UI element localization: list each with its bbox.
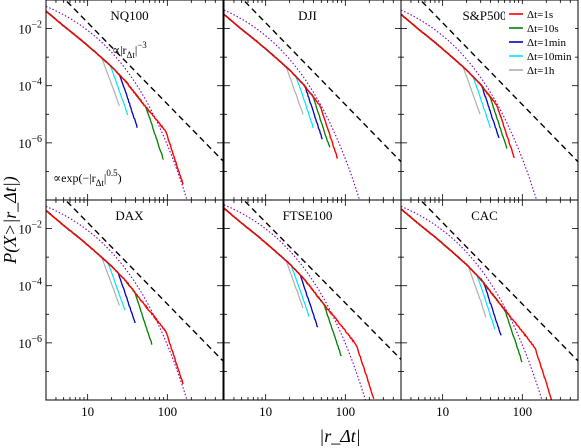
series-line-t1h [224, 207, 304, 309]
panel-frame [400, 199, 579, 401]
x-tick-label: 10 [81, 404, 94, 419]
series-line-t1h [224, 13, 304, 115]
legend-entry: Δt=1min [527, 37, 566, 49]
stretched-exp-line [46, 205, 188, 400]
legend-entry: Δt=10s [527, 23, 559, 35]
y-tick-label: 10−4 [18, 277, 42, 294]
series-line-t1s [224, 207, 375, 400]
plot-area [401, 0, 578, 200]
x-tick-label: 100 [158, 404, 178, 419]
power-law-line [242, 200, 401, 361]
series-line-t1h [46, 210, 120, 306]
series-line-t10s [46, 209, 153, 345]
series-line-t1h [46, 10, 120, 107]
stretched-exp-line [401, 205, 543, 400]
series-line-t1min [224, 13, 323, 140]
series-line-t1min [46, 209, 136, 324]
plot-area [224, 200, 401, 400]
series-line-t1s [401, 14, 516, 159]
series-line-t1s [401, 208, 553, 400]
y-tick-label: 10−2 [18, 220, 42, 237]
stretched-exp-line [224, 9, 361, 200]
series-line-t10min [224, 207, 310, 317]
stretched-exp-line [224, 204, 367, 400]
x-axis-label: |r_Δt| [319, 426, 360, 446]
panel-nq100: NQ100 ∝|rΔt|−3 ∝exp(−|rΔt|0.5) [45, 0, 224, 201]
legend-entry: Δt=1s [527, 9, 553, 21]
x-tick-label: 10 [436, 404, 449, 419]
series-line-t1s [46, 10, 184, 185]
panel-title: DJI [298, 8, 317, 23]
panel-title: DAX [115, 208, 144, 223]
series-line-t1min [401, 13, 500, 139]
x-tick-label: 100 [513, 404, 533, 419]
y-axis-label: P(X>|r_Δt|) [0, 176, 21, 265]
power-law-line [64, 200, 223, 362]
series-line-t1s [46, 210, 184, 385]
x-tick-label: 100 [336, 404, 356, 419]
y-tick-label: 10−2 [18, 20, 42, 37]
panel-title: FTSE100 [283, 208, 333, 223]
series-line-t10min [46, 10, 129, 116]
plot-area [401, 200, 578, 400]
series-line-t10s [46, 10, 164, 160]
series-line-t1h [401, 208, 487, 318]
panel-frame [223, 0, 402, 201]
panel-title: CAC [471, 208, 498, 223]
legend: Δt=1s Δt=10s Δt=1min Δt=10min Δt=1h [505, 4, 575, 80]
plot-area [46, 200, 223, 400]
plot-area [224, 0, 401, 200]
series-line-t1min [46, 10, 138, 128]
panel-ftse100: FTSE100 [223, 199, 402, 401]
y-tick-label: 10−4 [18, 77, 42, 94]
panel-title: S&P500 [462, 8, 506, 23]
stretched-exp-annotation: ∝exp(−|rΔt|0.5) [53, 168, 122, 188]
panel-frame [45, 0, 224, 201]
plot-area [46, 0, 223, 200]
panels-layer: NQ100 ∝|rΔt|−3 ∝exp(−|rΔt|0.5) DJI S&P500 DAX… [45, 0, 579, 401]
series-line-t10s [401, 208, 523, 363]
y-tick-label: 10−6 [18, 134, 42, 151]
series-line-t10min [46, 209, 126, 311]
panel-dax: DAX [45, 199, 224, 401]
stretched-exp-line [46, 5, 188, 200]
series-line-t1h [401, 14, 481, 115]
power-law-line [242, 0, 401, 163]
panel-title: NQ100 [110, 8, 148, 23]
power-law-line [64, 0, 223, 162]
power-law-line [419, 200, 578, 362]
y-tick-label: 10−6 [18, 334, 42, 351]
power-law-line [419, 0, 578, 163]
stretched-exp-line [401, 9, 538, 200]
legend-entry: Δt=10min [527, 51, 572, 63]
legend-entry: Δt=1h [527, 65, 555, 77]
series-line-t10s [224, 207, 342, 357]
power-law-annotation: ∝|rΔt|−3 [112, 40, 147, 60]
series-line-t1s [224, 13, 339, 159]
panel-cac: CAC [400, 199, 579, 401]
x-tick-label: 10 [259, 404, 272, 419]
panel-frame [45, 199, 224, 401]
